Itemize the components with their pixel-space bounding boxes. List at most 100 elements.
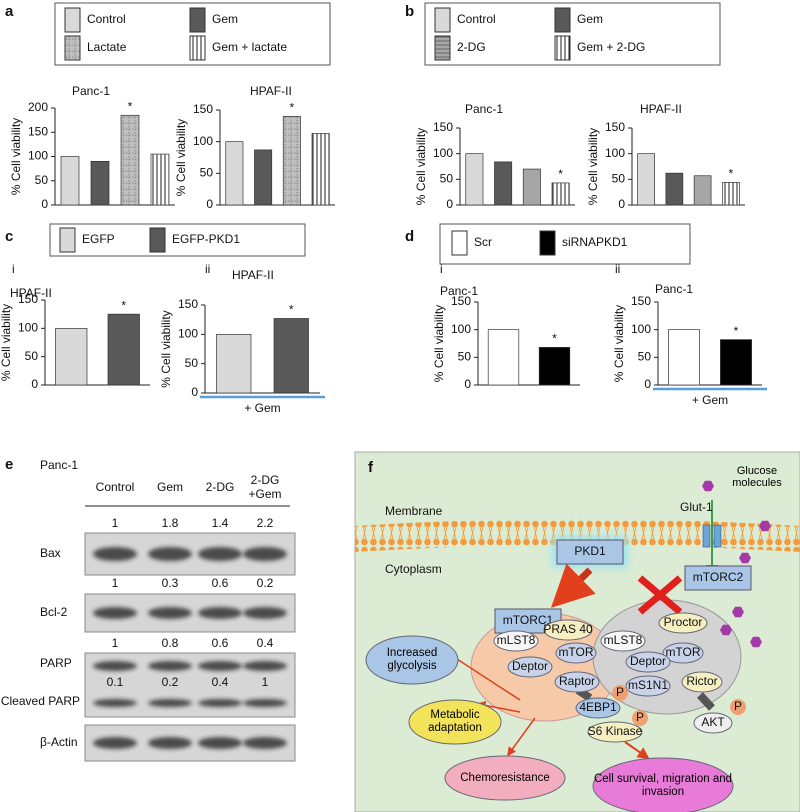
outcome-label-text: Cell survival, migration and invasion <box>593 773 733 798</box>
legend-label: Gem + lactate <box>212 40 287 54</box>
quantification: 1 <box>112 636 119 650</box>
glucose-label-text: Glucose molecules <box>732 464 782 489</box>
bar <box>216 333 252 394</box>
bar <box>665 172 684 206</box>
pkd1-box <box>556 539 624 565</box>
bar <box>465 153 484 206</box>
membrane-label: Membrane <box>385 504 443 518</box>
y-tick-label: 50 <box>612 172 626 186</box>
lane-label: Control <box>96 480 135 494</box>
outcome-label-text: Metabolic adaptation <box>428 709 482 734</box>
legend-label: Gem + 2-DG <box>577 40 645 54</box>
row-label: Bax <box>40 546 61 560</box>
lane-label: +Gem <box>248 487 281 501</box>
panel-label: e <box>5 456 13 473</box>
panel-label: d <box>405 228 414 245</box>
y-axis-label: % Cell viability <box>586 128 600 205</box>
panel-label: b <box>405 3 414 20</box>
effector <box>587 721 643 743</box>
mtorc1-component-label: mLST8 <box>497 633 536 647</box>
row-label: β-Actin <box>40 735 78 749</box>
y-tick-label: 100 <box>631 322 651 336</box>
outcome <box>408 699 502 745</box>
y-tick-label: 100 <box>193 134 213 148</box>
y-tick-label: 50 <box>440 172 454 186</box>
effector-arrow <box>697 692 715 711</box>
bar <box>494 161 513 206</box>
outcome-label: Increased glycolysis <box>386 647 438 672</box>
effector-label: 4EBP1 <box>579 700 617 714</box>
phosphate-label: P <box>734 699 742 713</box>
blot-band <box>243 661 287 671</box>
bar <box>668 329 700 386</box>
legend-swatch <box>189 7 206 33</box>
legend-label: Lactate <box>87 40 127 54</box>
chart-title: HPAF-II <box>232 268 274 282</box>
mtorc2-component <box>681 671 723 693</box>
y-tick-label: 0 <box>206 197 213 211</box>
blot-band <box>198 737 242 749</box>
y-tick-label: 0 <box>41 197 48 211</box>
mtorc2-component-label: mLST8 <box>604 633 643 647</box>
blot-band <box>148 547 192 561</box>
cytoplasm-label: Cytoplasm <box>385 562 442 576</box>
chart-subtitle: i <box>12 262 15 276</box>
legend-label: EGFP <box>82 232 115 246</box>
outcome-label-text: Increased glycolysis <box>386 647 438 672</box>
y-axis-label: % Cell viability <box>432 305 446 382</box>
legend-box <box>424 2 721 66</box>
lane-label: Gem <box>157 480 183 494</box>
arrow <box>507 717 536 757</box>
bar <box>720 339 752 386</box>
blot-band <box>93 661 137 671</box>
mtorc1-component <box>507 656 553 678</box>
legend-swatch <box>554 7 571 33</box>
chart-subtitle: ii <box>615 262 620 276</box>
membrane <box>355 519 800 552</box>
bar <box>90 161 110 206</box>
quantification: 0.4 <box>257 636 274 650</box>
mtorc2-component <box>600 630 646 652</box>
lane-label: 2-DG <box>251 473 280 487</box>
mtorc2-component <box>625 651 671 673</box>
y-axis-label: % Cell viability <box>0 304 13 381</box>
mtorc2-component <box>662 642 704 664</box>
y-tick-label: 50 <box>638 350 652 364</box>
pkd1-arrow <box>550 563 596 608</box>
quantification: 0.6 <box>212 576 229 590</box>
legend-label: EGFP-PKD1 <box>172 232 240 246</box>
legend-label: Control <box>457 12 496 26</box>
blot-band <box>148 737 192 749</box>
y-axis-label: % Cell viability <box>9 118 23 195</box>
y-tick-label: 0 <box>31 377 38 391</box>
legend-swatch <box>64 35 81 61</box>
phosphate <box>632 710 648 726</box>
glucose-molecule <box>720 624 732 636</box>
lane-label: 2-DG <box>206 480 235 494</box>
bar <box>311 133 330 206</box>
effector-label: S6 Kinase <box>588 724 643 738</box>
mtorc2-component-label: Rictor <box>686 674 717 688</box>
effector <box>693 712 733 734</box>
y-tick-label: 100 <box>178 327 198 341</box>
bar <box>254 149 273 206</box>
y-tick-label: 100 <box>605 146 625 160</box>
bar <box>60 156 80 206</box>
y-tick-label: 150 <box>451 294 471 308</box>
y-tick-label: 150 <box>433 120 453 134</box>
mtorc2-component-label: mS1N1 <box>628 678 668 692</box>
outcome <box>365 635 459 685</box>
glut-label: Glut-1 <box>680 500 713 514</box>
quantification: 1.4 <box>212 516 229 530</box>
mtorc2-component-label: mTOR <box>665 645 700 659</box>
legend-label: Gem <box>577 12 603 26</box>
row-label: Cleaved PARP <box>1 694 80 708</box>
blot-band <box>243 547 287 561</box>
quantification: 0.2 <box>257 576 274 590</box>
y-tick-label: 150 <box>631 294 651 308</box>
legend-swatch <box>64 7 81 33</box>
y-tick-label: 100 <box>451 322 471 336</box>
y-tick-label: 50 <box>458 350 472 364</box>
bar <box>107 313 140 386</box>
